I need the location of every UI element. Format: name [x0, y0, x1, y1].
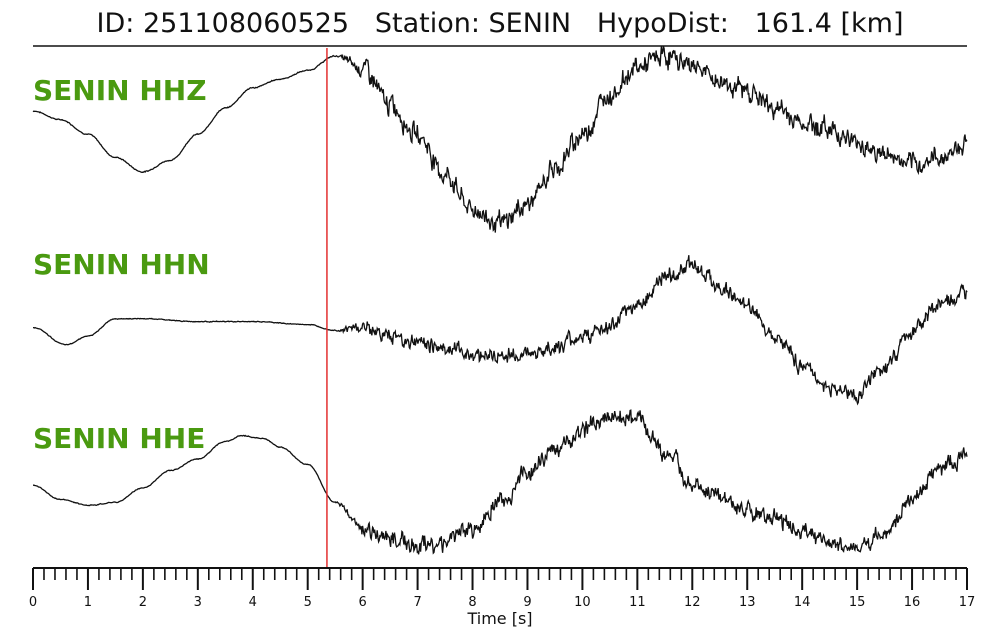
x-tick-label: 9 [523, 595, 531, 610]
x-tick-label: 0 [29, 595, 37, 610]
chart-title: ID: 251108060525 Station: SENIN HypoDist… [0, 8, 1000, 39]
x-tick-label: 13 [739, 595, 756, 610]
trace-senin-hhz [32, 45, 968, 233]
x-tick-label: 15 [849, 595, 866, 610]
hypodist-value: 161.4 [km] [754, 8, 904, 39]
trace-senin-hhe [33, 409, 968, 555]
x-tick-label: 4 [249, 595, 257, 610]
station-value: SENIN [488, 8, 572, 39]
x-tick-label: 14 [794, 595, 811, 610]
id-label: ID: [96, 8, 135, 39]
trace-senin-hhn [33, 255, 968, 406]
x-tick-label: 5 [304, 595, 312, 610]
station-label: Station: [374, 8, 480, 39]
channel-label-group: SENIN HHZ SENIN HHN SENIN HHE [33, 74, 210, 455]
id-value: 251108060525 [142, 8, 350, 39]
x-tick-label: 16 [904, 595, 921, 610]
x-tick-label: 1 [84, 595, 92, 610]
x-tick-label: 17 [959, 595, 976, 610]
channel-label-senin-hhe: SENIN HHE [33, 422, 205, 455]
x-tick-label: 7 [413, 595, 421, 610]
x-tick-label: 6 [359, 595, 367, 610]
x-tick-label: 12 [684, 595, 701, 610]
x-tick-label: 3 [194, 595, 202, 610]
x-tick-label: 8 [468, 595, 476, 610]
hypodist-label: HypoDist: [596, 8, 729, 39]
x-axis-label: Time [s] [466, 609, 532, 628]
x-tick-label: 11 [629, 595, 646, 610]
channel-label-senin-hhn: SENIN HHN [33, 248, 210, 281]
x-tick-label: 2 [139, 595, 147, 610]
x-tick-label: 10 [574, 595, 591, 610]
time-axis: 0 1 2 3 4 5 6 7 8 9 10 11 12 13 14 15 16 17 [29, 567, 976, 610]
channel-label-senin-hhz: SENIN HHZ [33, 74, 207, 107]
trace-group [32, 45, 968, 555]
